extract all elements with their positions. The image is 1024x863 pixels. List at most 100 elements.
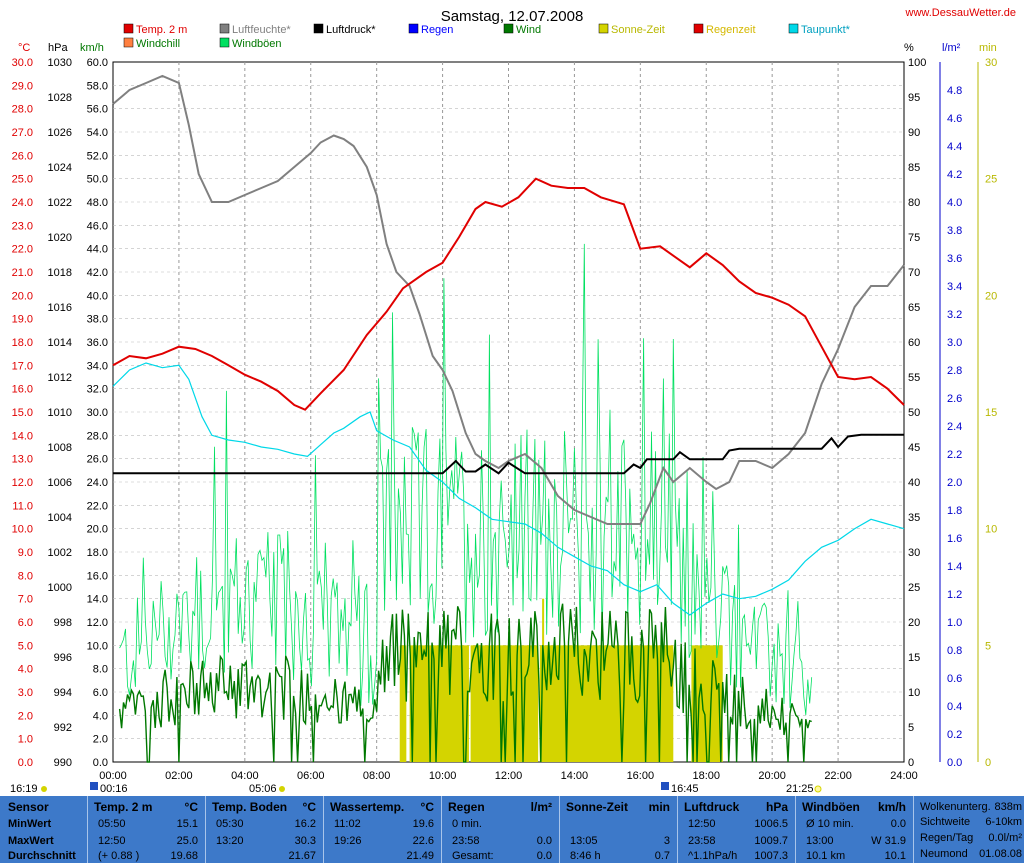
kmh-tick-2: 56.0 (87, 104, 108, 116)
stats-temp-value-0: 15.1 (176, 818, 198, 830)
min-tick-2: 20 (985, 290, 997, 302)
kmh-tick-21: 18.0 (87, 547, 108, 559)
temp-tick-26: 4.0 (18, 664, 33, 676)
pct-tick-16: 20 (908, 617, 920, 629)
x-tick-1: 02:00 (165, 770, 193, 782)
rain-tick-11: 2.6 (947, 393, 962, 405)
temp-tick-30: 0.0 (18, 757, 33, 769)
kmh-tick-23: 14.0 (87, 594, 108, 606)
stats-druck-time-0: 12:50 (688, 818, 716, 830)
kmh-tick-30: 0.0 (93, 757, 108, 769)
pct-tick-20: 0 (908, 757, 914, 769)
kmh-tick-15: 30.0 (87, 407, 108, 419)
pct-tick-11: 45 (908, 442, 920, 454)
x-tick-9: 18:00 (692, 770, 720, 782)
rain-tick-12: 2.4 (947, 421, 962, 433)
kmh-tick-24: 12.0 (87, 617, 108, 629)
temp-tick-4: 26.0 (12, 150, 33, 162)
marker-moonrise: 16:45 (671, 783, 699, 795)
kmh-tick-17: 26.0 (87, 454, 108, 466)
pct-tick-5: 75 (908, 232, 920, 244)
hpa-tick-7: 1016 (48, 302, 72, 314)
axis-ticks: 30.0 29.0 28.0 27.0 26.0 25.0 24.0 23.0 22.0 21.0… (12, 57, 998, 782)
stats-wasser-time-0: 11:02 (334, 818, 361, 830)
kmh-tick-16: 28.0 (87, 430, 108, 442)
x-tick-12: 24:00 (890, 770, 918, 782)
temp-tick-28: 2.0 (18, 710, 33, 722)
pct-tick-18: 10 (908, 687, 920, 699)
windboeen-trace (119, 243, 813, 716)
stats-col-boden: Temp. Boden °C 05:30 16.2 13:20 30.3 21.67 (206, 796, 322, 863)
temp-tick-14: 16.0 (12, 384, 33, 396)
stats-temp-time-0: 05:50 (98, 818, 126, 830)
kmh-tick-8: 44.0 (87, 244, 108, 256)
legend-label-3: Regen (421, 24, 453, 36)
hpa-tick-17: 996 (54, 652, 72, 664)
extra-value-visibility: 6-10km (985, 816, 1022, 828)
rain-tick-8: 3.2 (947, 309, 962, 321)
stats-col-boeen: Windböen km/h Ø 10 min. 0.0 13:00 W 31.9 10.1 … (796, 796, 912, 863)
legend-label-4: Wind (516, 24, 541, 36)
stats-col-temp: Temp. 2 m °C 05:50 15.1 12:50 25.0 (+ 0.88 ) 19… (88, 796, 204, 863)
temp-tick-0: 30.0 (12, 57, 33, 69)
temp-tick-1: 29.0 (12, 80, 33, 92)
rain-tick-4: 4.0 (947, 197, 962, 209)
hpa-tick-11: 1008 (48, 442, 72, 454)
rain-tick-2: 4.4 (947, 141, 962, 153)
hpa-tick-1: 1028 (48, 92, 72, 104)
hpa-tick-6: 1018 (48, 267, 72, 279)
stats-unit-druck: hPa (765, 800, 788, 814)
kmh-tick-18: 24.0 (87, 477, 108, 489)
rain-tick-13: 2.2 (947, 449, 962, 461)
min-tick-4: 10 (985, 524, 997, 536)
stats-hd-wasser: Wassertemp. (330, 800, 405, 814)
sunshine-bar-3 (539, 645, 674, 762)
temp-tick-13: 17.0 (12, 360, 33, 372)
rain-tick-21: 0.6 (947, 673, 962, 685)
marker-sunset: 21:25 (786, 783, 814, 795)
moon-icon-set (90, 782, 98, 790)
sunshine-bars (399, 598, 723, 762)
hpa-tick-5: 1020 (48, 232, 72, 244)
moon-icon-rise (661, 782, 669, 790)
stats-regen-value-1: 0.0 (536, 835, 552, 847)
hpa-tick-14: 1002 (48, 547, 72, 559)
legend-swatch-4 (503, 23, 514, 34)
stats-sonne-time-2: 8:46 h (570, 850, 601, 862)
temp-tick-9: 21.0 (12, 267, 33, 279)
temp-tick-25: 5.0 (18, 640, 33, 652)
legend-label-7: Taupunkt* (801, 24, 851, 36)
legend-label-5: Sonne-Zeit (611, 24, 665, 36)
temp-tick-5: 25.0 (12, 174, 33, 186)
hpa-tick-4: 1022 (48, 197, 72, 209)
extra-label-cloud: Wolkenunterg. (920, 801, 991, 813)
temp-unit: °C (18, 42, 30, 54)
rain-tick-6: 3.6 (947, 253, 962, 265)
stats-col-sensor: Sensor MinWert MaxWert Durchschnitt (0, 796, 87, 863)
kmh-tick-20: 20.0 (87, 524, 108, 536)
stats-druck-time-2: ^1.1hPa/h (688, 850, 738, 862)
stats-temp-time-2: (+ 0.88 ) (98, 850, 140, 862)
rain-tick-18: 1.2 (947, 589, 962, 601)
stats-sonne-value-1: 3 (663, 835, 670, 847)
hpa-tick-13: 1004 (48, 512, 72, 524)
rain-tick-16: 1.6 (947, 533, 962, 545)
pct-tick-6: 70 (908, 267, 920, 279)
temp-tick-21: 9.0 (18, 547, 33, 559)
pct-tick-10: 50 (908, 407, 920, 419)
stats-druck-value-1: 1009.7 (754, 835, 788, 847)
kmh-tick-3: 54.0 (87, 127, 108, 139)
legend-label-6: Regenzeit (706, 24, 756, 36)
temp-tick-10: 20.0 (12, 290, 33, 302)
stats-wasser-value-1: 22.6 (412, 835, 434, 847)
pct-tick-9: 55 (908, 372, 920, 384)
stats-temp-value-2: 19.68 (170, 850, 198, 862)
extra-label-rainday: Regen/Tag (920, 832, 974, 844)
stats-boden-value-0: 16.2 (294, 818, 316, 830)
pct-tick-8: 60 (908, 337, 920, 349)
weather-chart: Samstag, 12.07.2008 www.DessauWetter.de … (10, 7, 1016, 795)
legend-label-8: Windchill (136, 38, 180, 50)
rain-tick-14: 2.0 (947, 477, 962, 489)
hpa-tick-15: 1000 (48, 582, 72, 594)
x-tick-5: 10:00 (429, 770, 457, 782)
